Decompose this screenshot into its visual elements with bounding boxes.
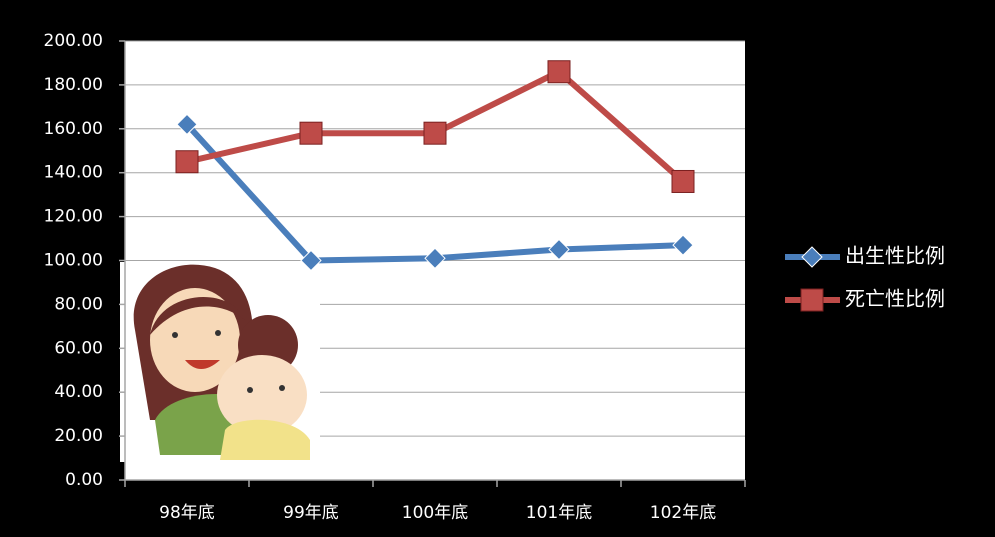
x-tick-label: 98年底 — [159, 503, 215, 523]
marker — [672, 234, 694, 256]
y-tick-label: 100.00 — [44, 251, 103, 271]
marker — [423, 121, 447, 145]
marker — [175, 150, 199, 174]
marker — [801, 246, 823, 268]
x-tick-label: 101年底 — [526, 503, 592, 523]
y-tick-label: 180.00 — [44, 75, 103, 95]
y-tick-label: 160.00 — [44, 119, 103, 139]
illustration — [120, 262, 320, 462]
marker — [176, 113, 198, 136]
y-tick-label: 120.00 — [44, 207, 103, 227]
y-tick-label: 0.00 — [65, 470, 103, 490]
marker — [800, 288, 824, 312]
marker — [671, 169, 695, 193]
x-tick-label: 102年底 — [650, 503, 716, 523]
y-tick-label: 200.00 — [44, 31, 103, 51]
y-tick-label: 140.00 — [44, 163, 103, 183]
x-tick-label: 99年底 — [283, 503, 339, 523]
y-tick-label: 20.00 — [54, 426, 103, 446]
y-tick-label: 60.00 — [54, 338, 103, 358]
y-tick-label: 40.00 — [54, 382, 103, 402]
legend-label: 死亡性比例 — [845, 287, 945, 311]
y-tick-label: 80.00 — [54, 294, 103, 314]
x-tick-label: 100年底 — [402, 503, 468, 523]
marker — [547, 60, 571, 84]
marker — [300, 249, 322, 272]
marker — [299, 121, 323, 145]
legend-label: 出生性比例 — [845, 244, 945, 268]
marker — [548, 238, 570, 261]
marker — [424, 247, 446, 270]
